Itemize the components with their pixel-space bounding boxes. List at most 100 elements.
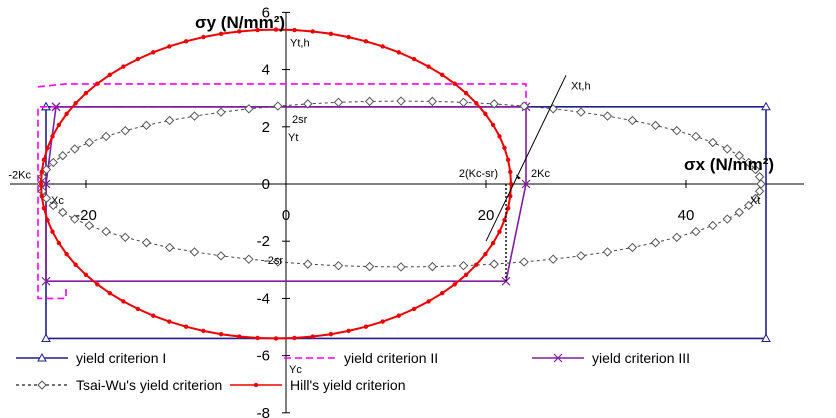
data-point <box>744 157 754 168</box>
data-point <box>576 251 586 261</box>
data-point <box>73 101 78 106</box>
data-point <box>452 81 457 86</box>
data-point <box>458 260 469 271</box>
data-point <box>463 272 469 277</box>
data-point <box>216 251 226 261</box>
data-point <box>744 200 754 211</box>
xth-pointer <box>485 75 567 242</box>
data-point <box>41 205 47 211</box>
data-point <box>218 331 224 337</box>
data-point <box>722 214 732 224</box>
x-axis-title: σx (N/mm²) <box>684 155 774 174</box>
annotation-yth: Yt,h <box>290 38 310 50</box>
data-point <box>70 214 80 224</box>
data-point <box>183 324 189 329</box>
data-point <box>474 101 479 106</box>
annotation-minus-2kc: -2Kc <box>8 169 31 181</box>
data-point <box>505 205 511 211</box>
data-point <box>50 229 55 234</box>
data-point <box>363 324 369 329</box>
annotation-two-kc: 2Kc <box>531 168 550 180</box>
data-point <box>328 331 334 337</box>
data-point <box>333 260 344 271</box>
y-tick-label: -6 <box>257 348 270 365</box>
data-point <box>426 64 431 69</box>
annotation-xc: Xc <box>51 195 64 207</box>
y-tick-label: 2 <box>262 119 270 136</box>
data-point <box>439 291 445 296</box>
data-point <box>489 99 499 109</box>
data-point <box>167 319 172 324</box>
data-point <box>95 81 100 86</box>
data-point <box>474 262 479 267</box>
data-point <box>56 240 62 246</box>
legend: yield criterion I yield criterion II yield… <box>16 350 690 393</box>
data-point <box>380 319 385 324</box>
x-tick-label: 20 <box>478 207 495 224</box>
data-point <box>756 179 766 189</box>
annotation-yc: Yc <box>289 364 302 376</box>
data-point <box>310 29 315 34</box>
data-point <box>41 179 51 189</box>
axis-titles: σy (N/mm²) σx (N/mm²) <box>195 13 774 174</box>
data-point <box>452 282 457 287</box>
data-point <box>41 333 51 342</box>
y-tick-label: 6 <box>262 4 270 21</box>
data-point <box>244 254 254 264</box>
series-line <box>45 106 767 340</box>
data-point <box>602 111 613 121</box>
data-point <box>750 193 761 204</box>
data-point <box>273 101 283 111</box>
data-point <box>490 122 496 128</box>
data-point <box>107 72 113 77</box>
data-point <box>502 145 507 151</box>
data-point <box>328 31 334 37</box>
data-point <box>411 306 417 312</box>
data-point <box>255 335 260 341</box>
data-point <box>426 299 431 304</box>
data-point <box>427 96 438 107</box>
data-point <box>273 27 279 32</box>
data-point <box>38 181 44 187</box>
data-point <box>50 134 55 139</box>
data-point <box>490 240 496 246</box>
y-axis-title: σy (N/mm²) <box>195 13 285 32</box>
data-point <box>411 56 417 62</box>
data-point <box>576 107 586 117</box>
data-point <box>39 169 44 175</box>
data-point <box>201 34 206 40</box>
data-point <box>650 120 661 131</box>
legend-item-1: yield criterion II <box>284 350 438 366</box>
data-point <box>303 99 313 109</box>
data-point <box>39 193 44 199</box>
y-tick-label: 4 <box>262 62 270 79</box>
legend-label: Hill's yield criterion <box>290 377 405 393</box>
data-point <box>761 333 771 342</box>
legend-label: yield criterion II <box>344 350 438 366</box>
data-point <box>135 56 141 62</box>
data-point <box>101 226 111 237</box>
data-point <box>627 242 638 253</box>
data-point <box>83 272 89 277</box>
data-point <box>51 102 61 112</box>
data-point <box>121 299 126 304</box>
data-point <box>70 144 80 154</box>
x-tick-label: 0 <box>282 207 290 224</box>
arrow-head <box>516 174 521 180</box>
data-point <box>708 220 718 231</box>
data-point <box>64 111 69 117</box>
data-point <box>364 261 375 272</box>
data-point <box>548 254 558 264</box>
data-point <box>380 44 385 49</box>
data-point <box>508 193 513 199</box>
legend-label: yield criterion I <box>76 350 166 366</box>
data-point <box>519 257 529 267</box>
legend-item-2: yield criterion III <box>532 350 690 366</box>
annotation-minus-2sr: -2sr <box>264 255 283 267</box>
data-point <box>363 39 369 44</box>
data-point <box>120 232 130 243</box>
data-point <box>84 220 94 231</box>
data-point <box>141 120 152 131</box>
data-point <box>650 237 661 248</box>
data-point <box>497 134 502 139</box>
